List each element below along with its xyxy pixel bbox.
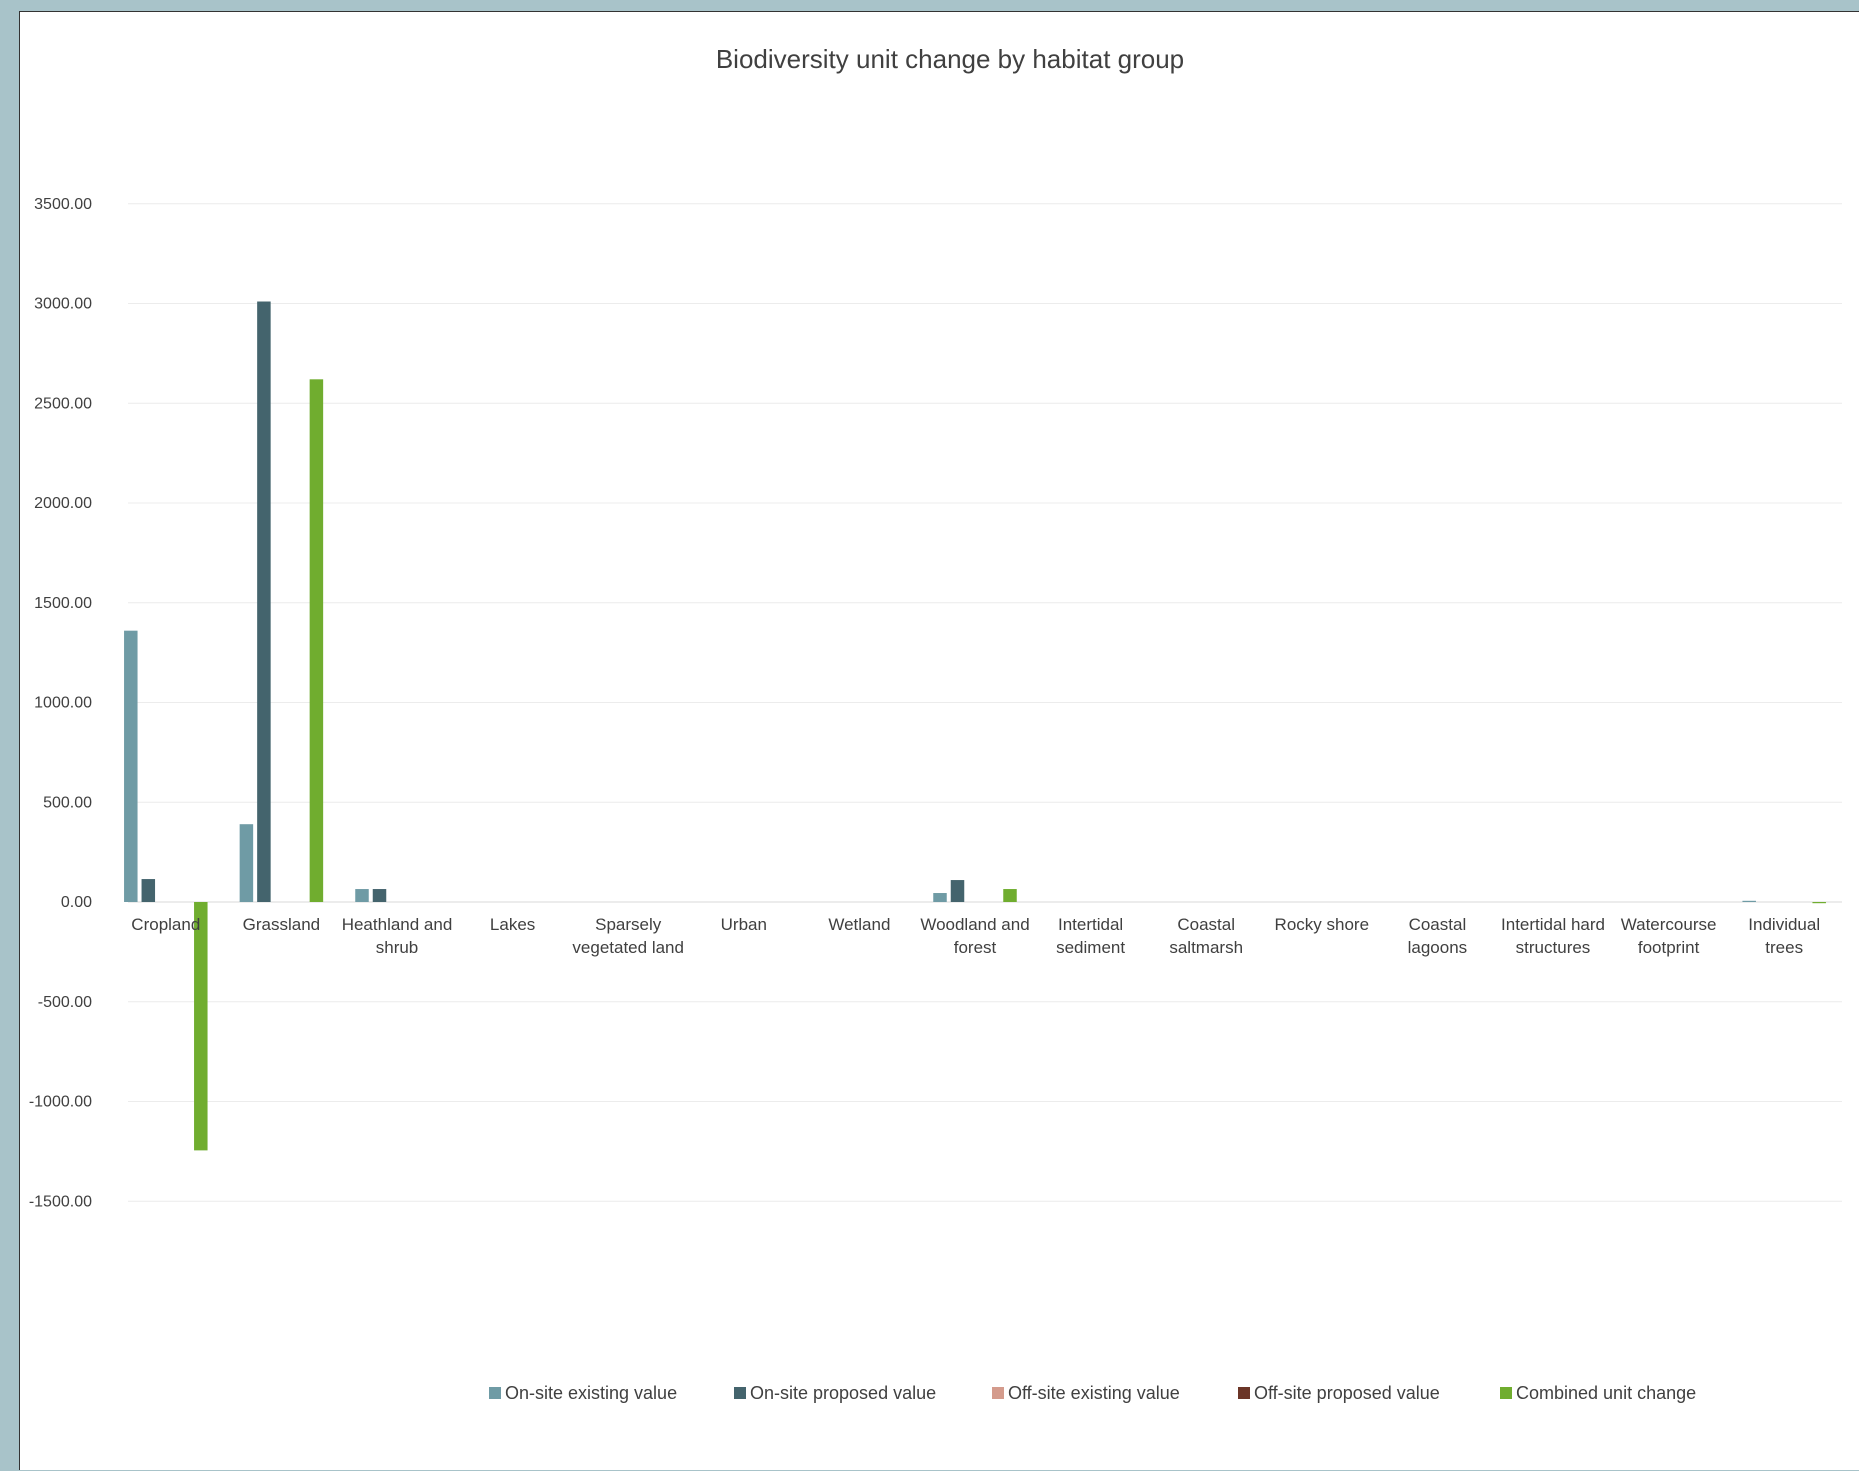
legend-item: Combined unit change	[1500, 1383, 1696, 1403]
x-tick-label: Coastal lagoons	[1408, 915, 1468, 957]
x-tick-label: Lakes	[490, 915, 535, 934]
x-tick-label: Wetland	[828, 915, 890, 934]
bar	[372, 889, 387, 902]
bar	[1812, 902, 1826, 904]
x-tick-label: Heathland and shrub	[342, 915, 453, 957]
legend-label: On-site proposed value	[750, 1383, 936, 1403]
y-tick-label: 2500.00	[34, 395, 92, 412]
y-tick-label: 1500.00	[34, 595, 92, 612]
legend-label: On-site existing value	[505, 1383, 677, 1403]
y-tick-label: 1000.00	[34, 695, 92, 712]
y-axis-ticks: 3500.00 3000.00 2500.00 2000.00 1500.00 1000.…	[29, 196, 92, 1211]
bar	[194, 902, 208, 1151]
x-tick-label: Watercourse footprint	[1621, 915, 1717, 957]
legend: On-site existing value On-site proposed v…	[489, 1383, 1696, 1403]
x-axis-labels: Cropland Grassland Heathland and shrub Lakes…	[131, 915, 1820, 957]
x-tick-label: Rocky shore	[1275, 915, 1369, 934]
bar	[141, 879, 156, 902]
bar	[1742, 900, 1756, 902]
x-tick-label: Individual trees	[1748, 915, 1820, 957]
y-tick-label: -500.00	[38, 994, 92, 1011]
x-tick-label: Intertidal sediment	[1056, 915, 1125, 957]
y-tick-label: 2000.00	[34, 495, 92, 512]
x-tick-label: Coastal saltmarsh	[1169, 915, 1243, 957]
bars	[124, 301, 1826, 1151]
legend-label: Off-site existing value	[1008, 1383, 1180, 1403]
y-tick-label: -1000.00	[29, 1094, 92, 1111]
legend-item: Off-site existing value	[992, 1383, 1180, 1403]
legend-swatch	[992, 1387, 1004, 1399]
chart-panel: Biodiversity unit change by habitat grou…	[19, 11, 1859, 1470]
y-tick-label: 3000.00	[34, 296, 92, 313]
bar	[257, 301, 271, 902]
legend-item: On-site existing value	[489, 1383, 677, 1403]
y-tick-label: 3500.00	[34, 196, 92, 213]
legend-label: Combined unit change	[1516, 1383, 1696, 1403]
chart-title: Biodiversity unit change by habitat grou…	[716, 44, 1184, 74]
bar	[309, 379, 324, 902]
x-tick-label: Woodland and forest	[920, 915, 1029, 957]
y-tick-label: -1500.00	[29, 1193, 92, 1210]
bar	[950, 880, 965, 902]
x-tick-label: Grassland	[243, 915, 320, 934]
x-tick-label: Sparsely vegetated land	[572, 915, 684, 957]
bar	[1003, 889, 1017, 902]
y-tick-label: 500.00	[43, 794, 92, 811]
y-tick-label: 0.00	[61, 894, 92, 911]
legend-item: Off-site proposed value	[1238, 1383, 1440, 1403]
x-tick-label: Cropland	[131, 915, 200, 934]
bar-chart: Biodiversity unit change by habitat grou…	[29, 44, 1842, 1403]
bar	[124, 630, 138, 902]
legend-swatch	[1500, 1387, 1512, 1399]
gridlines	[128, 203, 1842, 1202]
bar	[933, 893, 947, 902]
legend-swatch	[734, 1387, 746, 1399]
x-tick-label: Intertidal hard structures	[1501, 915, 1605, 957]
legend-swatch	[1238, 1387, 1250, 1399]
x-tick-label: Urban	[721, 915, 767, 934]
bar	[355, 889, 369, 902]
legend-label: Off-site proposed value	[1254, 1383, 1440, 1403]
legend-item: On-site proposed value	[734, 1383, 936, 1403]
bar	[239, 824, 254, 902]
legend-swatch	[489, 1387, 501, 1399]
